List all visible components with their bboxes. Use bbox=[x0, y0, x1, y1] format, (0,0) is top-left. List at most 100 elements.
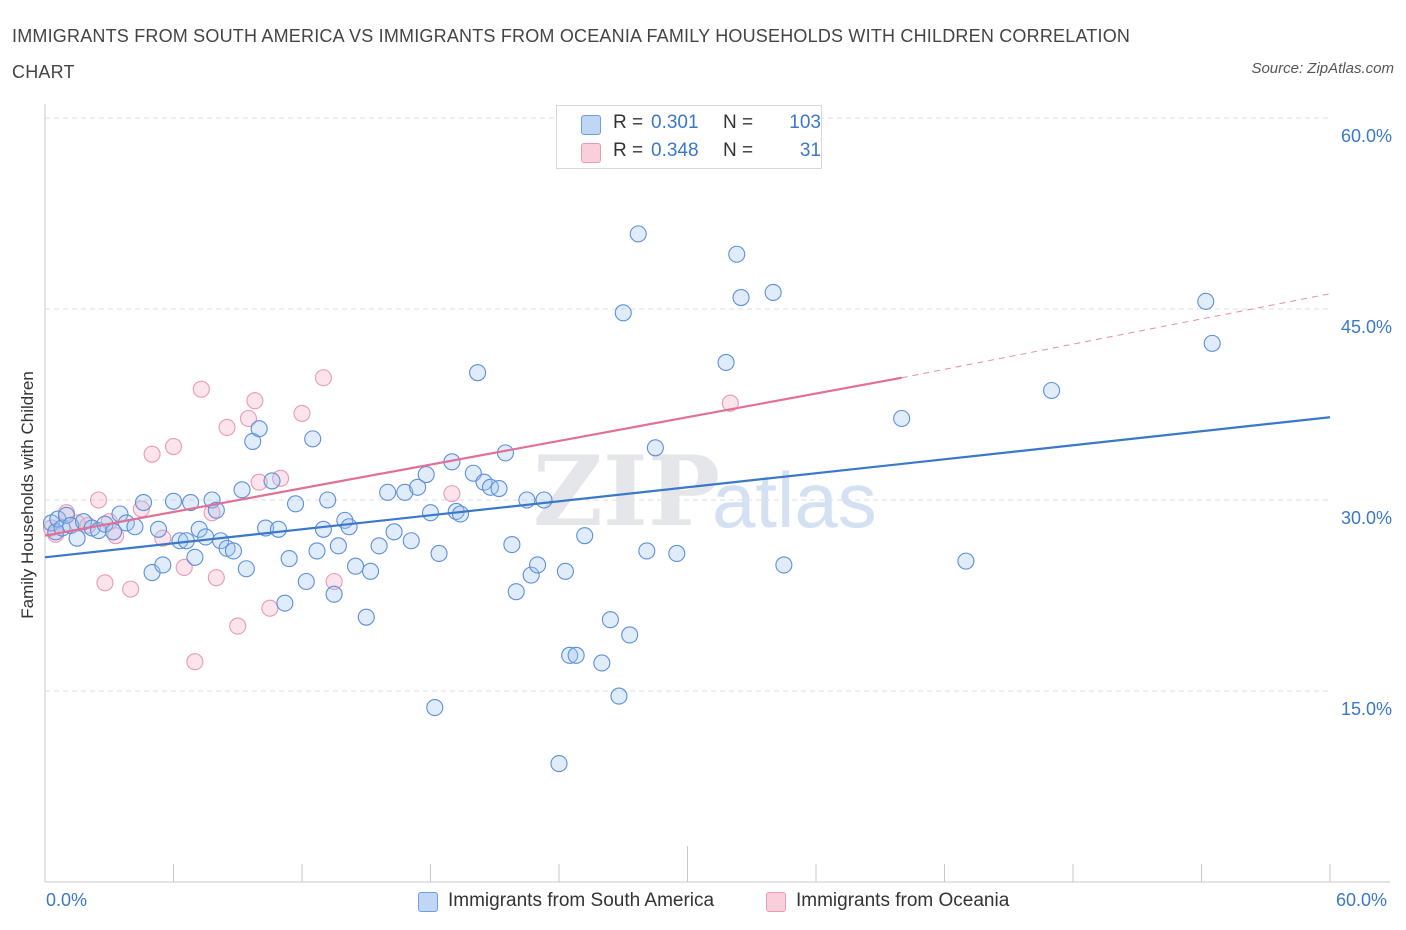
south-america-point bbox=[197, 528, 215, 546]
y-axis-label: Family Households with Children bbox=[18, 371, 37, 619]
legend-swatch-south-america bbox=[581, 115, 601, 135]
series-label-south-america: Immigrants from South America bbox=[448, 890, 715, 911]
south-america-point bbox=[396, 483, 414, 501]
south-america-point bbox=[561, 646, 579, 664]
south-america-point bbox=[550, 755, 568, 773]
south-america-point bbox=[308, 542, 326, 560]
oceania-point bbox=[164, 437, 183, 456]
oceania-point bbox=[96, 574, 114, 592]
legend-r-value: 0.348 bbox=[651, 140, 699, 161]
legend-n-value: 31 bbox=[799, 140, 821, 161]
south-america-point bbox=[610, 687, 628, 705]
south-america-point bbox=[233, 481, 251, 499]
source-label: Source: ZipAtlas.com bbox=[1251, 60, 1394, 77]
oceania-point bbox=[721, 394, 739, 412]
south-america-point bbox=[556, 562, 574, 580]
axis-ticks bbox=[44, 846, 1331, 882]
legend-swatch-oceania bbox=[581, 143, 601, 163]
oceania-point bbox=[293, 404, 311, 422]
south-america-point bbox=[490, 479, 508, 498]
south-america-point bbox=[430, 544, 448, 563]
oceania-point bbox=[325, 572, 343, 591]
south-america-point bbox=[361, 562, 380, 580]
series-label-oceania: Immigrants from Oceania bbox=[796, 890, 1010, 911]
south-america-point bbox=[469, 364, 487, 382]
south-america-point bbox=[481, 478, 500, 496]
oceania-point bbox=[218, 418, 236, 436]
series-legend: Immigrants from South America Immigrants… bbox=[0, 890, 1406, 916]
south-america-point bbox=[775, 556, 793, 574]
south-america-point bbox=[319, 491, 337, 509]
south-america-point bbox=[186, 548, 204, 566]
oceania-point bbox=[314, 369, 332, 387]
south-america-point bbox=[276, 594, 294, 612]
south-america-point bbox=[1203, 334, 1221, 352]
south-america-point bbox=[149, 520, 168, 538]
south-america-point bbox=[263, 472, 281, 490]
series-swatch-south-america bbox=[418, 892, 438, 912]
south-america-point bbox=[314, 520, 332, 538]
axes bbox=[44, 104, 1390, 883]
legend-n-label: N = bbox=[723, 112, 754, 133]
south-america-point bbox=[957, 552, 975, 570]
oceania-point bbox=[229, 617, 247, 635]
legend-n-value: 103 bbox=[789, 112, 821, 133]
south-america-point bbox=[287, 495, 305, 513]
south-america-point bbox=[409, 478, 427, 496]
south-america-point bbox=[207, 501, 225, 519]
oceania-point bbox=[175, 558, 193, 577]
oceania-point bbox=[154, 529, 172, 547]
south-america-point bbox=[629, 225, 647, 243]
south-america-point bbox=[621, 626, 639, 644]
y-tick-label: 30.0% bbox=[1341, 508, 1392, 528]
south-america-point bbox=[224, 542, 243, 560]
south-america-point bbox=[728, 245, 746, 263]
south-america-point bbox=[601, 611, 619, 629]
south-america-point bbox=[893, 409, 911, 428]
correlation-legend: R = 0.301 N = 103 R = 0.348 N = 31 bbox=[556, 105, 822, 169]
oceania-point bbox=[89, 491, 108, 509]
south-america-point bbox=[68, 529, 86, 547]
y-tick-label: 60.0% bbox=[1341, 126, 1392, 146]
south-america-point bbox=[357, 608, 375, 626]
south-america-point bbox=[154, 556, 172, 574]
south-america-point bbox=[522, 566, 540, 584]
south-america-point bbox=[325, 585, 343, 603]
south-america-point bbox=[535, 491, 553, 509]
south-america-point bbox=[57, 506, 75, 524]
south-america-point bbox=[250, 420, 268, 438]
series-swatch-oceania bbox=[766, 892, 786, 912]
oceania-point bbox=[192, 380, 210, 398]
south-america-point bbox=[614, 304, 632, 322]
oceania-point bbox=[122, 580, 140, 598]
south-america-point bbox=[507, 583, 525, 601]
legend-n-label: N = bbox=[723, 140, 754, 161]
south-america-points bbox=[42, 225, 1221, 773]
south-america-point bbox=[638, 542, 656, 560]
south-america-point bbox=[451, 505, 470, 523]
south-america-point bbox=[646, 439, 664, 457]
oceania-point bbox=[143, 445, 161, 463]
south-america-point bbox=[340, 518, 358, 536]
south-america-point bbox=[576, 527, 594, 545]
south-america-point bbox=[764, 283, 782, 301]
south-america-point bbox=[426, 699, 444, 717]
south-america-point bbox=[1043, 381, 1061, 400]
south-america-point bbox=[732, 288, 750, 307]
watermark-zip: ZIP bbox=[533, 435, 720, 548]
south-america-point bbox=[417, 465, 435, 484]
south-america-point bbox=[134, 493, 153, 512]
south-america-point bbox=[529, 556, 547, 574]
x-tick-label-max: 60.0% bbox=[1336, 890, 1388, 910]
x-tick-label-min: 0.0% bbox=[46, 890, 88, 910]
south-america-point bbox=[164, 492, 183, 510]
south-america-point bbox=[329, 537, 347, 555]
oceania-point bbox=[246, 392, 264, 410]
south-america-point bbox=[717, 353, 735, 372]
south-america-point bbox=[370, 537, 388, 555]
y-tick-label: 45.0% bbox=[1341, 317, 1392, 337]
south-america-point bbox=[269, 520, 287, 538]
south-america-point bbox=[297, 572, 315, 591]
south-america-point bbox=[182, 493, 200, 512]
legend-r-value: 0.301 bbox=[651, 112, 699, 133]
